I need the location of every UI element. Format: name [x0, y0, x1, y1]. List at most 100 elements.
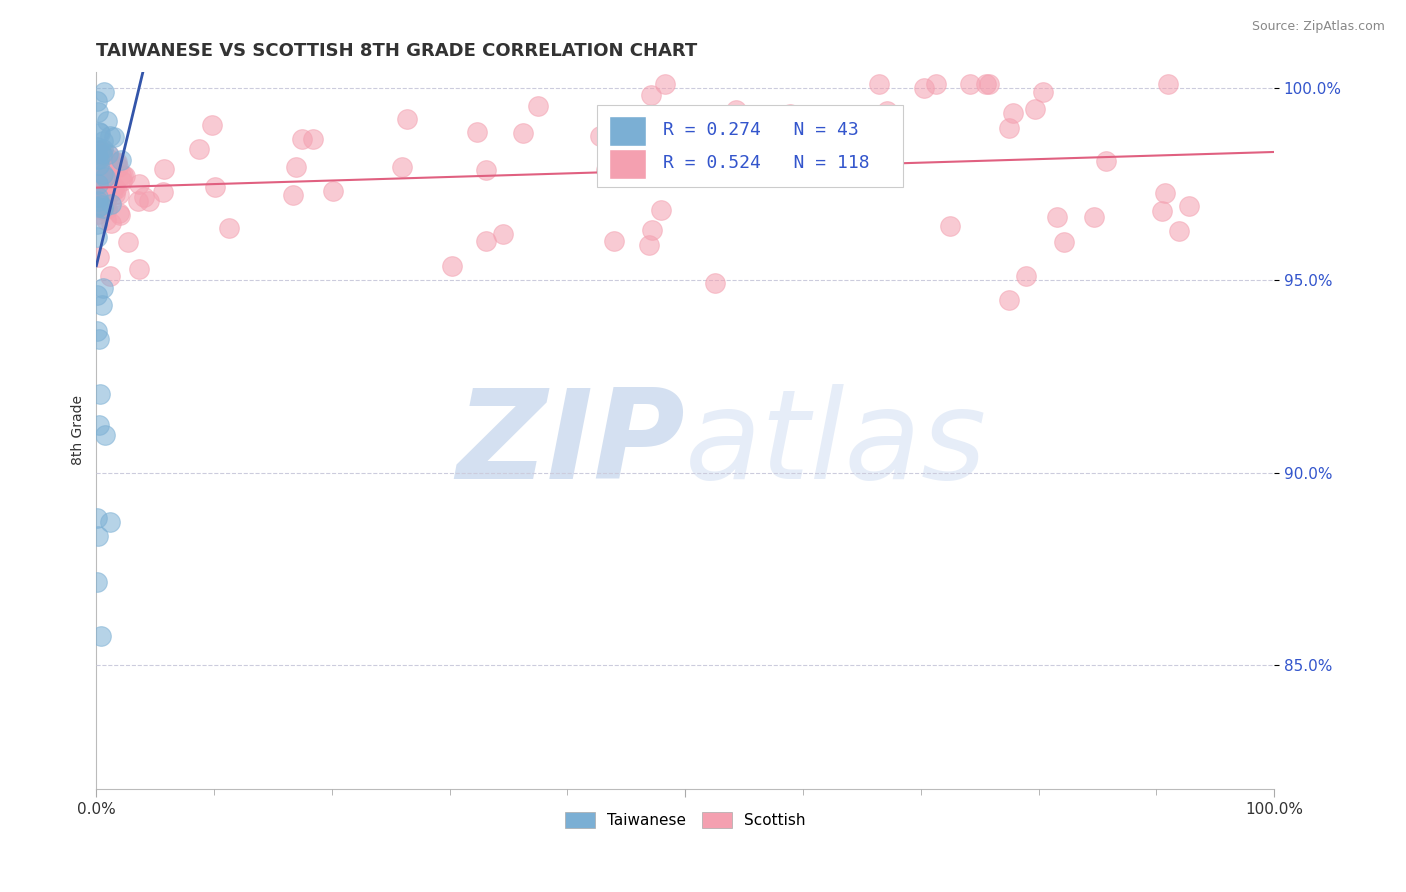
Point: [103, 129, 125, 144]
Point: [96, 191, 118, 205]
Text: Source: ZipAtlas.com: Source: ZipAtlas.com: [1251, 20, 1385, 33]
Point: [87, 194, 110, 208]
Point: [1157, 77, 1180, 91]
Point: [1024, 102, 1046, 116]
Point: [512, 126, 534, 140]
Point: [86, 229, 108, 244]
Point: [97, 147, 120, 161]
Point: [114, 169, 136, 184]
Point: [595, 162, 617, 177]
Point: [97, 147, 120, 161]
Point: [527, 99, 550, 113]
Point: [724, 103, 747, 118]
Point: [86, 146, 108, 161]
Point: [89, 182, 111, 196]
Point: [96, 169, 118, 183]
Point: [103, 180, 125, 194]
Point: [138, 194, 160, 209]
Point: [86, 510, 108, 524]
Point: [589, 129, 612, 144]
Point: [100, 197, 122, 211]
Point: [779, 107, 801, 121]
Point: [105, 182, 128, 196]
Point: [465, 125, 488, 139]
Point: [97, 186, 120, 200]
Point: [96, 185, 118, 199]
Point: [87, 105, 110, 120]
FancyBboxPatch shape: [609, 149, 647, 179]
Point: [1083, 210, 1105, 224]
Point: [93, 187, 115, 202]
Point: [1015, 268, 1038, 283]
Point: [89, 144, 111, 158]
Point: [94, 182, 117, 196]
Text: ZIP: ZIP: [457, 384, 685, 505]
Point: [110, 168, 132, 182]
Point: [91, 201, 114, 215]
Point: [624, 131, 647, 145]
Point: [640, 223, 662, 237]
Point: [322, 184, 344, 198]
Point: [91, 167, 114, 181]
Point: [86, 143, 108, 157]
Point: [959, 77, 981, 91]
Point: [89, 189, 111, 203]
Point: [90, 143, 112, 157]
Text: TAIWANESE VS SCOTTISH 8TH GRADE CORRELATION CHART: TAIWANESE VS SCOTTISH 8TH GRADE CORRELAT…: [97, 42, 697, 60]
Point: [87, 190, 110, 204]
Point: [90, 198, 112, 212]
Point: [654, 77, 676, 91]
Point: [96, 170, 118, 185]
Point: [87, 333, 110, 347]
Point: [89, 418, 111, 433]
Point: [1095, 153, 1118, 168]
Point: [912, 81, 935, 95]
Point: [291, 132, 314, 146]
Point: [97, 172, 120, 186]
Point: [86, 94, 108, 108]
Point: [86, 324, 108, 338]
Point: [94, 177, 117, 191]
Point: [96, 212, 118, 227]
Point: [152, 185, 174, 199]
Point: [91, 169, 114, 184]
Point: [96, 202, 118, 216]
Point: [108, 206, 131, 220]
Point: [110, 153, 132, 167]
Point: [107, 186, 129, 201]
Point: [93, 198, 115, 212]
Point: [93, 86, 115, 100]
Point: [90, 297, 112, 311]
Point: [89, 126, 111, 140]
Point: [93, 169, 115, 184]
Point: [391, 161, 413, 175]
Point: [997, 121, 1019, 136]
Point: [851, 128, 873, 142]
Point: [87, 207, 110, 221]
Point: [302, 132, 325, 146]
Point: [86, 217, 108, 231]
Point: [868, 77, 890, 91]
Point: [87, 250, 110, 264]
Point: [86, 139, 108, 153]
Point: [1053, 235, 1076, 249]
Point: [787, 170, 810, 185]
Point: [281, 188, 304, 202]
Point: [89, 387, 111, 401]
Text: R = 0.274   N = 43: R = 0.274 N = 43: [662, 121, 859, 139]
Point: [100, 129, 122, 144]
Point: [90, 177, 112, 191]
Point: [89, 153, 111, 167]
Point: [475, 235, 498, 249]
Point: [117, 235, 139, 249]
Point: [974, 77, 997, 91]
Point: [201, 118, 224, 132]
Point: [86, 174, 108, 188]
Point: [1046, 210, 1069, 224]
Point: [104, 187, 127, 202]
Point: [665, 157, 688, 171]
Point: [87, 158, 110, 172]
Point: [112, 168, 135, 182]
Point: [89, 125, 111, 139]
Point: [94, 155, 117, 169]
